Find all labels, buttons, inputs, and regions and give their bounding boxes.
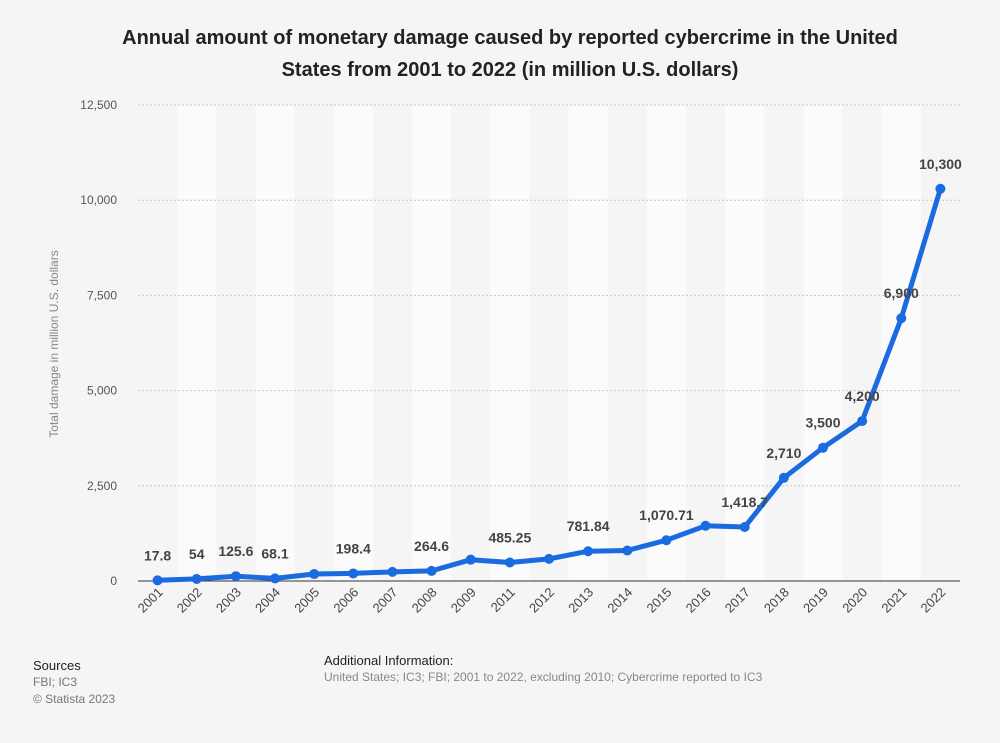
data-label: 1,418.7 bbox=[721, 494, 768, 510]
data-label: 485.25 bbox=[488, 530, 531, 546]
data-point bbox=[818, 442, 828, 453]
x-tick-label: 2015 bbox=[643, 585, 674, 616]
x-tick-label: 2013 bbox=[565, 585, 596, 616]
data-points bbox=[152, 183, 946, 586]
x-tick-label: 2004 bbox=[252, 585, 283, 616]
background-band bbox=[646, 105, 686, 581]
x-tick-label: 2011 bbox=[488, 585, 518, 615]
x-tick-label: 2012 bbox=[526, 585, 557, 616]
data-point bbox=[152, 575, 163, 586]
data-label: 2,710 bbox=[766, 445, 801, 461]
data-point bbox=[544, 553, 554, 564]
x-tick-label: 2018 bbox=[761, 585, 792, 616]
background-band bbox=[412, 105, 452, 581]
y-axis-label: Total damage in million U.S. dollars bbox=[47, 250, 61, 437]
y-tick-label: 10,000 bbox=[80, 193, 117, 207]
sources-heading: Sources bbox=[33, 658, 81, 673]
x-tick-label: 2020 bbox=[839, 585, 870, 616]
data-point bbox=[465, 554, 476, 565]
data-label: 781.84 bbox=[567, 518, 610, 534]
data-point bbox=[270, 573, 280, 584]
x-tick-label: 2014 bbox=[604, 585, 635, 616]
y-tick-label: 5,000 bbox=[87, 384, 117, 398]
sources-line-1: FBI; IC3 bbox=[33, 675, 78, 689]
background-band bbox=[333, 105, 373, 581]
x-tick-label: 2017 bbox=[722, 585, 753, 616]
data-label: 6,900 bbox=[884, 285, 919, 301]
data-label: 54 bbox=[189, 546, 205, 562]
data-label: 68.1 bbox=[261, 545, 288, 561]
additional-info-text: United States; IC3; FBI; 2001 to 2022, e… bbox=[324, 670, 763, 684]
sources-block: Sources FBI; IC3 © Statista 2023 bbox=[33, 657, 115, 708]
x-axis-ticks: 2001 2002 2003 2004 2005 2006 2007 2008 2009 2011… bbox=[135, 585, 949, 616]
data-point bbox=[583, 546, 594, 557]
data-labels: 17.8 54 125.6 68.1 198.4 264.6 485.25 781.84 1,0… bbox=[144, 156, 962, 564]
data-point bbox=[935, 183, 946, 194]
additional-info-block: Additional Information: United States; I… bbox=[324, 652, 762, 686]
data-point bbox=[700, 520, 711, 531]
data-label: 264.6 bbox=[414, 538, 449, 554]
x-tick-label: 2009 bbox=[448, 585, 479, 616]
data-label: 17.8 bbox=[144, 547, 171, 563]
data-label: 4,200 bbox=[845, 388, 880, 404]
gridlines bbox=[138, 104, 960, 487]
background-band bbox=[881, 105, 921, 581]
x-tick-label: 2016 bbox=[683, 585, 714, 616]
x-tick-label: 2006 bbox=[330, 585, 361, 616]
data-point bbox=[191, 573, 202, 584]
x-tick-label: 2019 bbox=[800, 585, 831, 616]
data-label: 1,070.71 bbox=[639, 507, 694, 523]
chart-title: Annual amount of monetary damage caused … bbox=[122, 27, 898, 81]
data-label: 198.4 bbox=[336, 540, 371, 556]
data-point bbox=[348, 568, 359, 579]
y-tick-label: 2,500 bbox=[87, 479, 117, 493]
sources-line-2: © Statista 2023 bbox=[33, 692, 116, 706]
y-tick-label: 7,500 bbox=[87, 288, 117, 302]
data-point bbox=[230, 571, 241, 582]
x-tick-label: 2005 bbox=[291, 585, 322, 616]
data-point bbox=[896, 313, 907, 324]
data-point bbox=[426, 565, 437, 576]
background-band bbox=[568, 105, 608, 581]
background-band bbox=[255, 105, 295, 581]
x-tick-label: 2007 bbox=[369, 585, 400, 616]
x-tick-label: 2021 bbox=[878, 585, 909, 616]
background-band bbox=[803, 105, 843, 581]
data-label: 10,300 bbox=[919, 156, 962, 172]
data-point bbox=[387, 566, 398, 577]
background-band bbox=[725, 105, 765, 581]
y-tick-label: 0 bbox=[110, 574, 117, 588]
x-tick-label: 2003 bbox=[213, 585, 244, 616]
data-point bbox=[857, 416, 868, 427]
x-tick-label: 2002 bbox=[174, 585, 205, 616]
y-tick-label: 12,500 bbox=[80, 98, 117, 112]
data-point bbox=[739, 521, 750, 532]
data-point bbox=[661, 535, 672, 546]
data-label: 125.6 bbox=[218, 543, 253, 559]
additional-info-heading: Additional Information: bbox=[324, 653, 454, 668]
y-axis-ticks: 0 2,500 5,000 7,500 10,000 12,500 bbox=[80, 98, 117, 588]
background-bands bbox=[177, 105, 921, 581]
data-point bbox=[504, 557, 515, 568]
x-tick-label: 2008 bbox=[409, 585, 440, 616]
data-label: 3,500 bbox=[805, 415, 840, 431]
x-tick-label: 2022 bbox=[917, 585, 948, 616]
data-point bbox=[309, 569, 320, 580]
x-tick-label: 2001 bbox=[135, 585, 166, 616]
data-point bbox=[778, 472, 789, 483]
data-point bbox=[622, 545, 633, 556]
background-band bbox=[490, 105, 530, 581]
background-band bbox=[177, 105, 217, 581]
